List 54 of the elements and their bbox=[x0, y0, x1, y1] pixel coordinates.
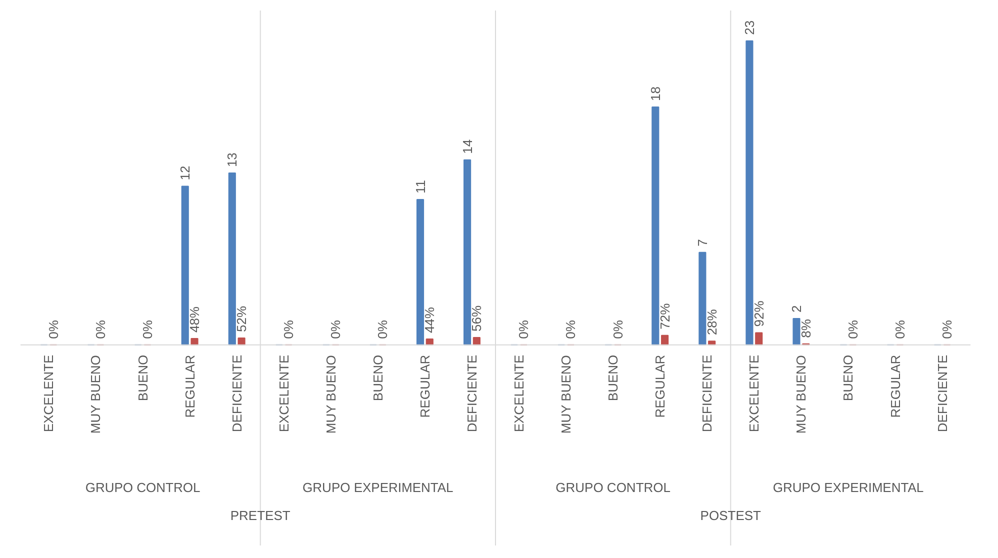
data-label: 48% bbox=[187, 306, 202, 333]
data-label: 0% bbox=[845, 320, 860, 339]
data-label: 7 bbox=[694, 239, 710, 246]
x-tick-label: REGULAR bbox=[417, 354, 432, 418]
data-label: 0% bbox=[140, 320, 155, 339]
data-label: 0% bbox=[328, 320, 344, 339]
data-label: 44% bbox=[422, 306, 438, 334]
data-label: 8% bbox=[798, 318, 814, 338]
x-tick-label: DEFICIENTE bbox=[934, 354, 950, 432]
text: POSTEST bbox=[700, 508, 762, 523]
data-label: 12 bbox=[178, 166, 193, 180]
data-label: 13 bbox=[224, 152, 240, 168]
x-tick-label: BUENO bbox=[135, 354, 150, 402]
x-tick-label: MUY BUENO bbox=[558, 355, 574, 434]
x-tick-label: DEFICIENTE bbox=[229, 354, 244, 432]
data-label: 28% bbox=[704, 308, 720, 336]
x-tick-label: BUENO bbox=[606, 354, 621, 402]
x-tick-label: BUENO bbox=[370, 354, 386, 402]
data-label: 56% bbox=[469, 305, 484, 332]
x-tick-label: REGULAR bbox=[888, 354, 903, 418]
data-label: 92% bbox=[751, 300, 766, 327]
x-tick-label: MUY BUENO bbox=[88, 355, 104, 434]
data-label: 72% bbox=[657, 302, 672, 330]
text: GRUPO CONTROL bbox=[556, 480, 670, 495]
data-label: 23 bbox=[742, 20, 757, 35]
x-tick-label: BUENO bbox=[840, 354, 856, 402]
data-label: 0% bbox=[46, 320, 61, 339]
data-label: 0% bbox=[939, 320, 954, 339]
data-label: 18 bbox=[648, 86, 663, 101]
x-tick-label: MUY BUENO bbox=[794, 355, 809, 434]
x-tick-label: REGULAR bbox=[182, 354, 198, 418]
data-label: 0% bbox=[281, 320, 296, 339]
data-label: 0% bbox=[375, 320, 390, 339]
x-tick-label: EXCELENTE bbox=[512, 354, 527, 432]
data-label: 2 bbox=[788, 305, 804, 312]
text: GRUPO CONTROL bbox=[85, 480, 200, 495]
x-tick-label: EXCELENTE bbox=[746, 354, 762, 432]
x-tick-label: EXCELENTE bbox=[276, 354, 292, 432]
x-tick-label: EXCELENTE bbox=[41, 354, 56, 432]
data-label: 52% bbox=[234, 306, 250, 332]
data-label: 0% bbox=[563, 320, 578, 339]
x-tick-label: REGULAR bbox=[652, 354, 668, 418]
data-label: 0% bbox=[92, 320, 108, 339]
x-tick-label: DEFICIENTE bbox=[464, 354, 480, 432]
data-label: 14 bbox=[460, 139, 475, 154]
data-label: 11 bbox=[412, 180, 428, 194]
x-tick-label: MUY BUENO bbox=[323, 355, 338, 434]
data-label: 0% bbox=[892, 320, 908, 339]
text: GRUPO EXPERIMENTAL bbox=[302, 480, 454, 495]
text: PRETEST bbox=[230, 508, 290, 523]
text: GRUPO EXPERIMENTAL bbox=[772, 480, 924, 495]
data-label: 0% bbox=[516, 320, 532, 339]
x-tick-label: DEFICIENTE bbox=[700, 354, 715, 432]
data-label: 0% bbox=[610, 320, 626, 339]
